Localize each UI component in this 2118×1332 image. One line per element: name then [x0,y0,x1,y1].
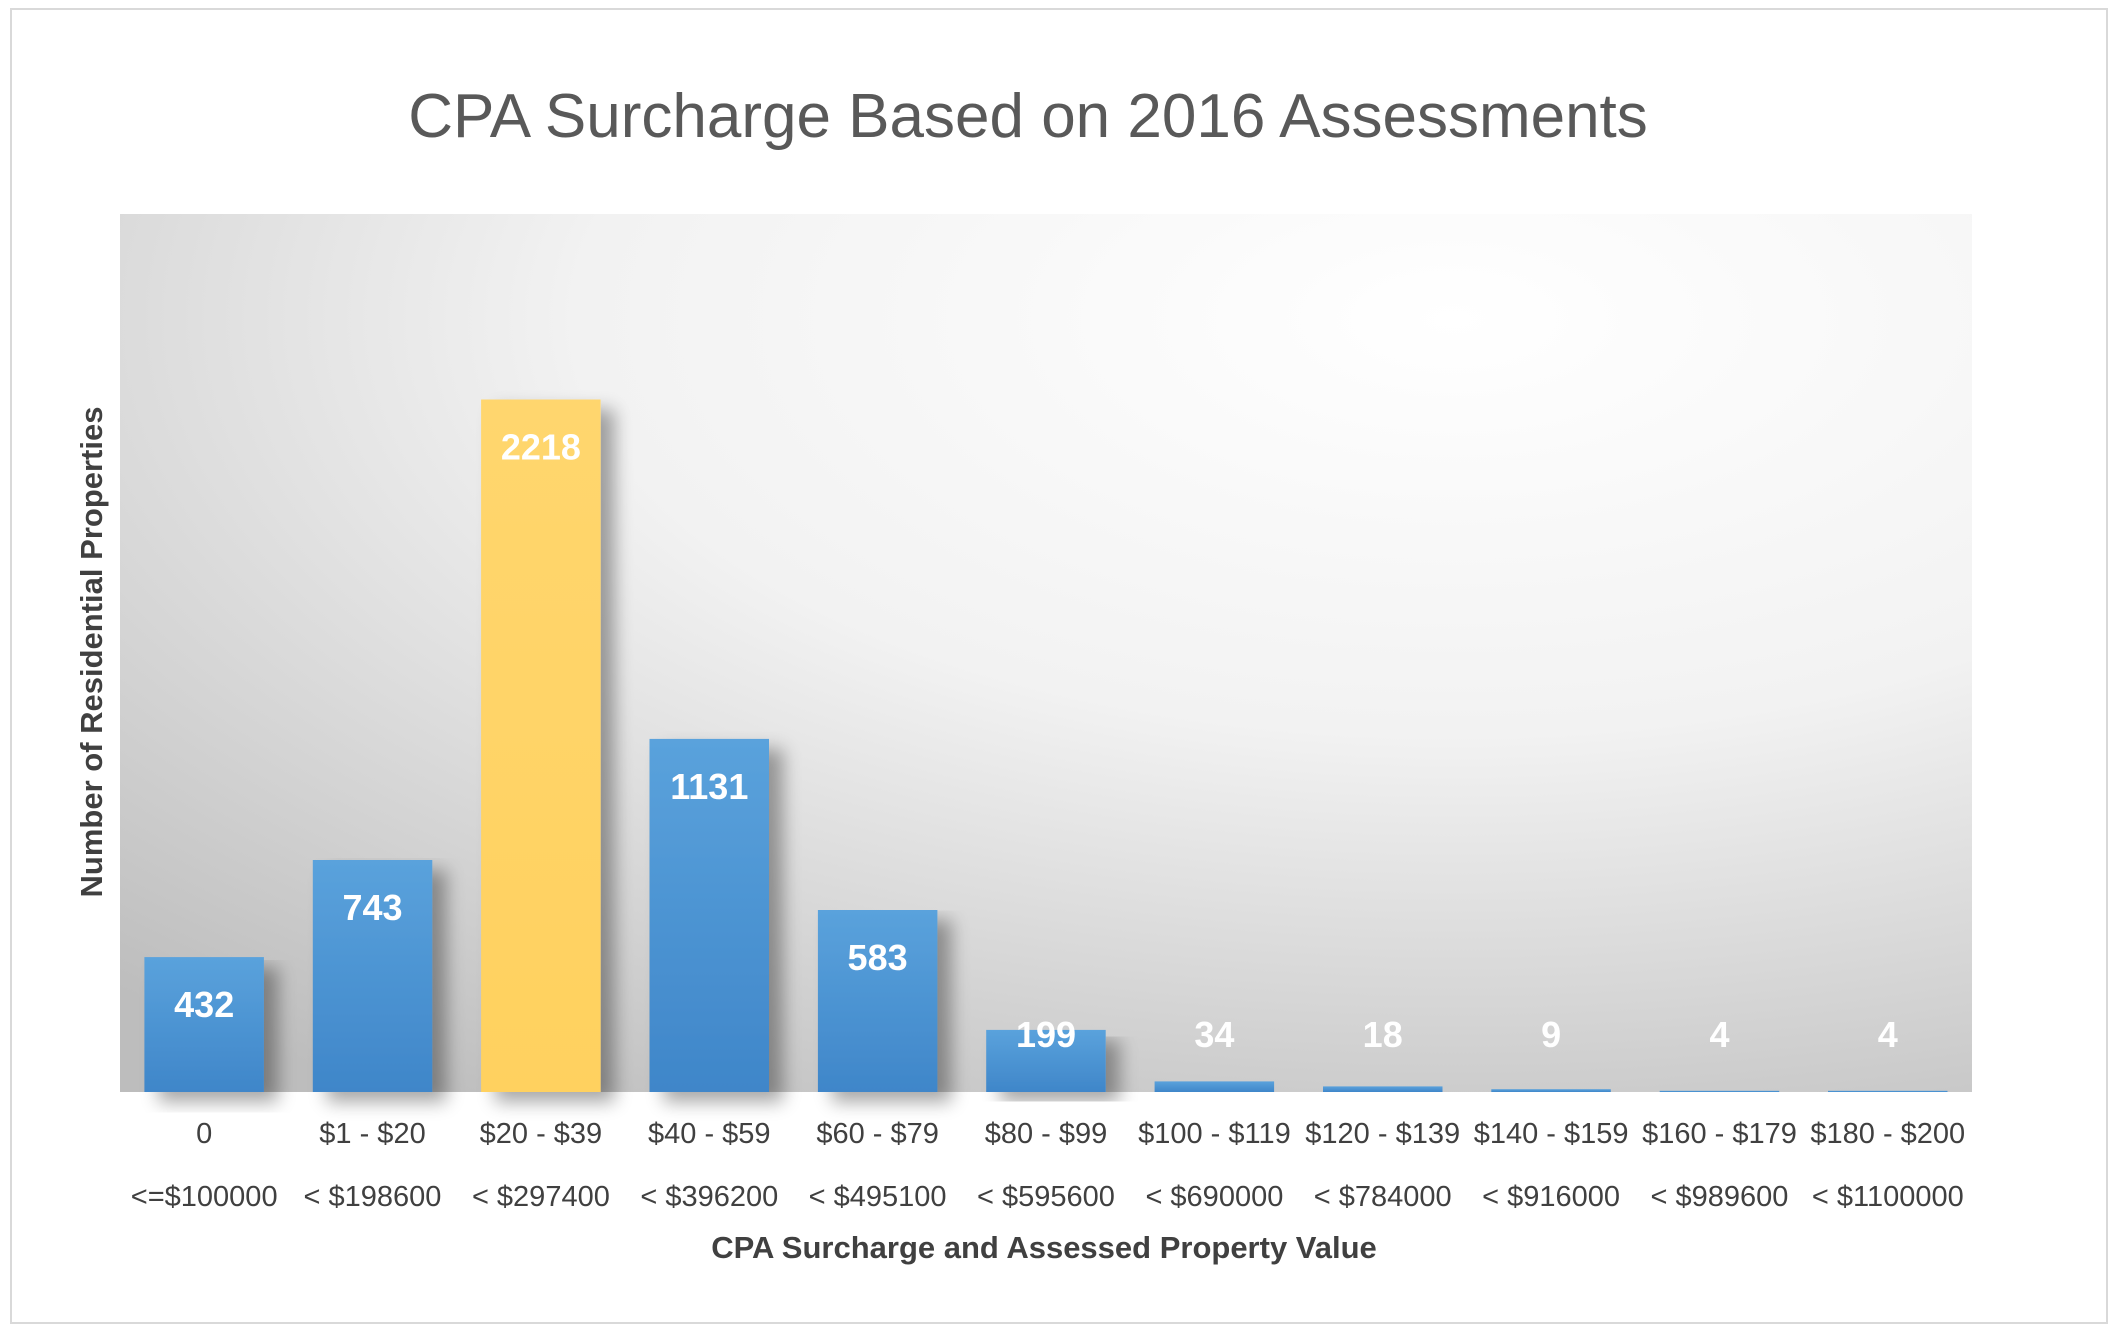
x-subtick-label-8: < $916000 [1482,1181,1620,1213]
data-label-2: 2218 [501,427,581,468]
x-tick-label-8: $140 - $159 [1474,1118,1629,1150]
data-label-3: 1131 [670,766,748,807]
data-label-4: 583 [848,937,908,978]
x-tick-label-0: 0 [196,1118,212,1150]
bar-1 [312,860,433,1092]
x-tick-label-2: $20 - $39 [480,1118,603,1150]
data-label-10: 4 [1878,1014,1898,1055]
chart-title: CPA Surcharge Based on 2016 Assessments [408,82,1648,151]
x-axis-title: CPA Surcharge and Assessed Property Valu… [711,1230,1377,1265]
bar-7 [1323,1086,1443,1092]
bar-0 [144,957,264,1092]
x-subtick-label-6: < $690000 [1145,1181,1283,1213]
bar-4 [817,910,938,1092]
y-axis-title: Number of Residential Properties [74,407,109,898]
x-tick-label-9: $160 - $179 [1642,1118,1797,1150]
x-tick-label-1: $1 - $20 [319,1118,425,1150]
x-subtick-label-0: <=$100000 [131,1181,278,1213]
data-label-1: 743 [342,887,402,928]
x-subtick-label-7: < $784000 [1314,1181,1452,1213]
x-subtick-label-1: < $198600 [304,1181,442,1213]
x-subtick-label-4: < $495100 [809,1181,947,1213]
x-subtick-label-9: < $989600 [1651,1181,1789,1213]
data-label-0: 432 [174,984,234,1025]
bar-2 [481,399,601,1092]
bar-9 [1659,1090,1780,1092]
data-label-5: 199 [1016,1014,1076,1055]
x-tick-labels-group: 0 <=$100000 $1 - $20 < $198600 $20 - $39 < $2… [131,1118,1965,1213]
bar-6 [1154,1081,1275,1092]
x-subtick-label-10: < $1100000 [1812,1181,1964,1213]
x-tick-label-4: $60 - $79 [816,1118,939,1150]
data-label-6: 34 [1194,1014,1234,1055]
data-labels-group: 432 743 2218 1131 583 199 34 18 9 4 4 [174,427,1898,1056]
x-subtick-label-2: < $297400 [472,1181,610,1213]
data-label-7: 18 [1363,1014,1403,1055]
x-tick-label-6: $100 - $119 [1138,1118,1291,1150]
data-label-8: 9 [1541,1014,1561,1055]
bar-3 [649,738,769,1092]
bar-8 [1491,1089,1611,1092]
x-tick-label-5: $80 - $99 [985,1118,1108,1150]
x-tick-label-3: $40 - $59 [648,1118,771,1150]
bar-10 [1828,1090,1948,1092]
data-label-9: 4 [1709,1014,1729,1055]
x-tick-label-10: $180 - $200 [1810,1118,1965,1150]
x-subtick-label-5: < $595600 [977,1181,1115,1213]
bars-group [144,399,1948,1092]
x-subtick-label-3: < $396200 [640,1181,778,1213]
bar-5 [986,1029,1106,1092]
x-tick-label-7: $120 - $139 [1305,1118,1460,1150]
